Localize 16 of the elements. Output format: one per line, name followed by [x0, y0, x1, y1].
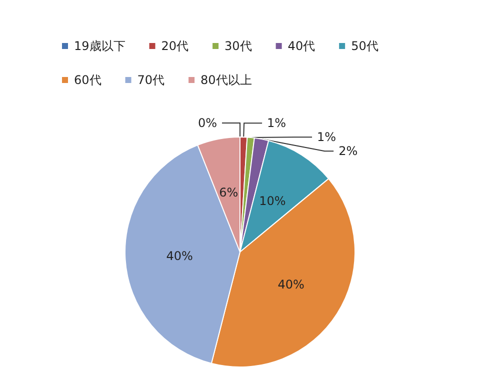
- legend-label: 40代: [288, 39, 316, 53]
- text: 0%: [198, 116, 217, 130]
- legend-label: 20代: [161, 39, 189, 53]
- data-label: 1%: [317, 130, 336, 144]
- legend-label: 50代: [351, 39, 378, 53]
- legend-label: 80代以上: [200, 73, 252, 87]
- data-label: 6%: [219, 186, 238, 200]
- data-label: 40%: [278, 277, 304, 292]
- data-label: 1%: [267, 116, 286, 130]
- data-label: 10%: [259, 194, 286, 208]
- legend-label: 60代: [74, 73, 102, 87]
- data-label: 2%: [338, 144, 358, 158]
- legend-label: 19歳以下: [74, 39, 126, 53]
- data-label: 40%: [166, 248, 193, 263]
- legend-label: 70代: [137, 73, 165, 87]
- legend-label: 30代: [224, 39, 252, 53]
